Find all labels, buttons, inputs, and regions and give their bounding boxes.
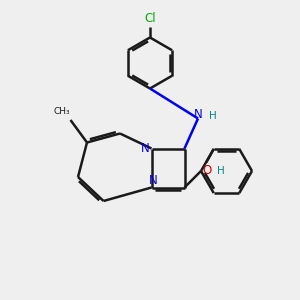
Text: O: O	[202, 164, 212, 177]
Text: H: H	[217, 167, 224, 176]
Text: Cl: Cl	[144, 12, 156, 26]
Text: H: H	[208, 110, 216, 121]
Text: CH₃: CH₃	[53, 107, 70, 116]
Text: N: N	[140, 142, 149, 155]
Text: N: N	[194, 107, 203, 121]
Text: N: N	[148, 174, 158, 188]
